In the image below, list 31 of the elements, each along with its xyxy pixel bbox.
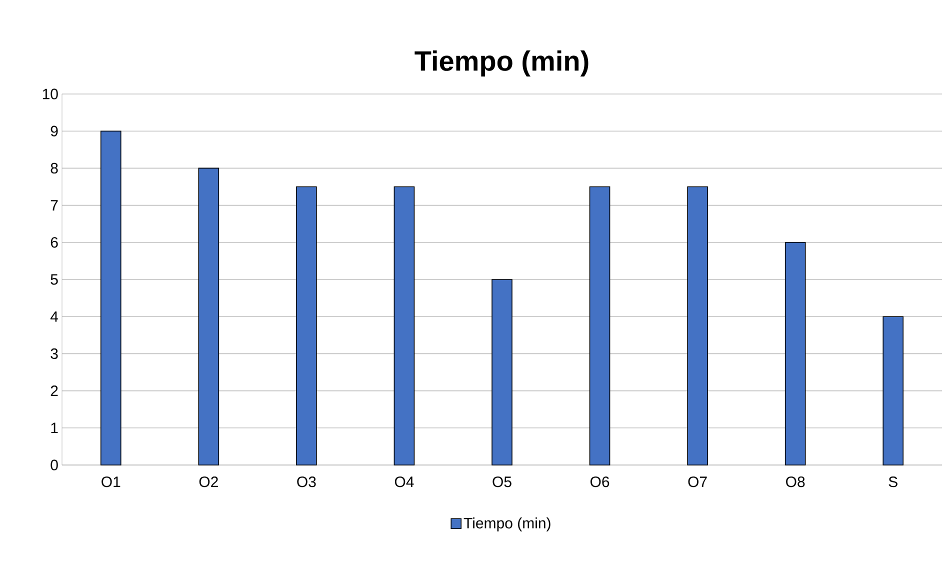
y-tick-label: 8 — [50, 162, 58, 174]
bar — [589, 186, 610, 466]
chart-title: Tiempo (min) — [414, 50, 588, 76]
bar — [784, 242, 806, 466]
y-tick-label: 9 — [50, 126, 58, 136]
bar — [492, 279, 512, 466]
bar — [687, 186, 708, 466]
y-tick-label: 0 — [50, 460, 58, 470]
x-tick-label: S — [888, 476, 898, 488]
x-tick-label: O3 — [297, 476, 316, 488]
bar — [100, 130, 122, 466]
y-tick-label: 6 — [50, 237, 58, 248]
bar — [882, 316, 904, 466]
x-tick-label: O2 — [199, 476, 218, 488]
bar — [198, 168, 220, 466]
x-tick-label: O4 — [394, 476, 414, 488]
y-tick-label: 7 — [50, 200, 58, 210]
y-tick-label: 3 — [50, 348, 58, 360]
bar — [296, 186, 317, 466]
x-tick-label: O6 — [590, 476, 610, 488]
y-tick-label: 1 — [51, 422, 58, 434]
x-tick-label: O8 — [786, 476, 805, 488]
legend-label: Tiempo (min) — [464, 517, 550, 532]
x-tick-label: O5 — [492, 476, 512, 488]
x-tick-label: O7 — [688, 476, 707, 488]
y-tick-label: 4 — [50, 311, 58, 322]
bar — [394, 186, 415, 466]
y-tick-label: 5 — [50, 274, 58, 285]
x-tick-label: O1 — [102, 476, 120, 488]
y-tick-label: 2 — [50, 386, 58, 396]
y-tick-label: 10 — [42, 88, 58, 100]
